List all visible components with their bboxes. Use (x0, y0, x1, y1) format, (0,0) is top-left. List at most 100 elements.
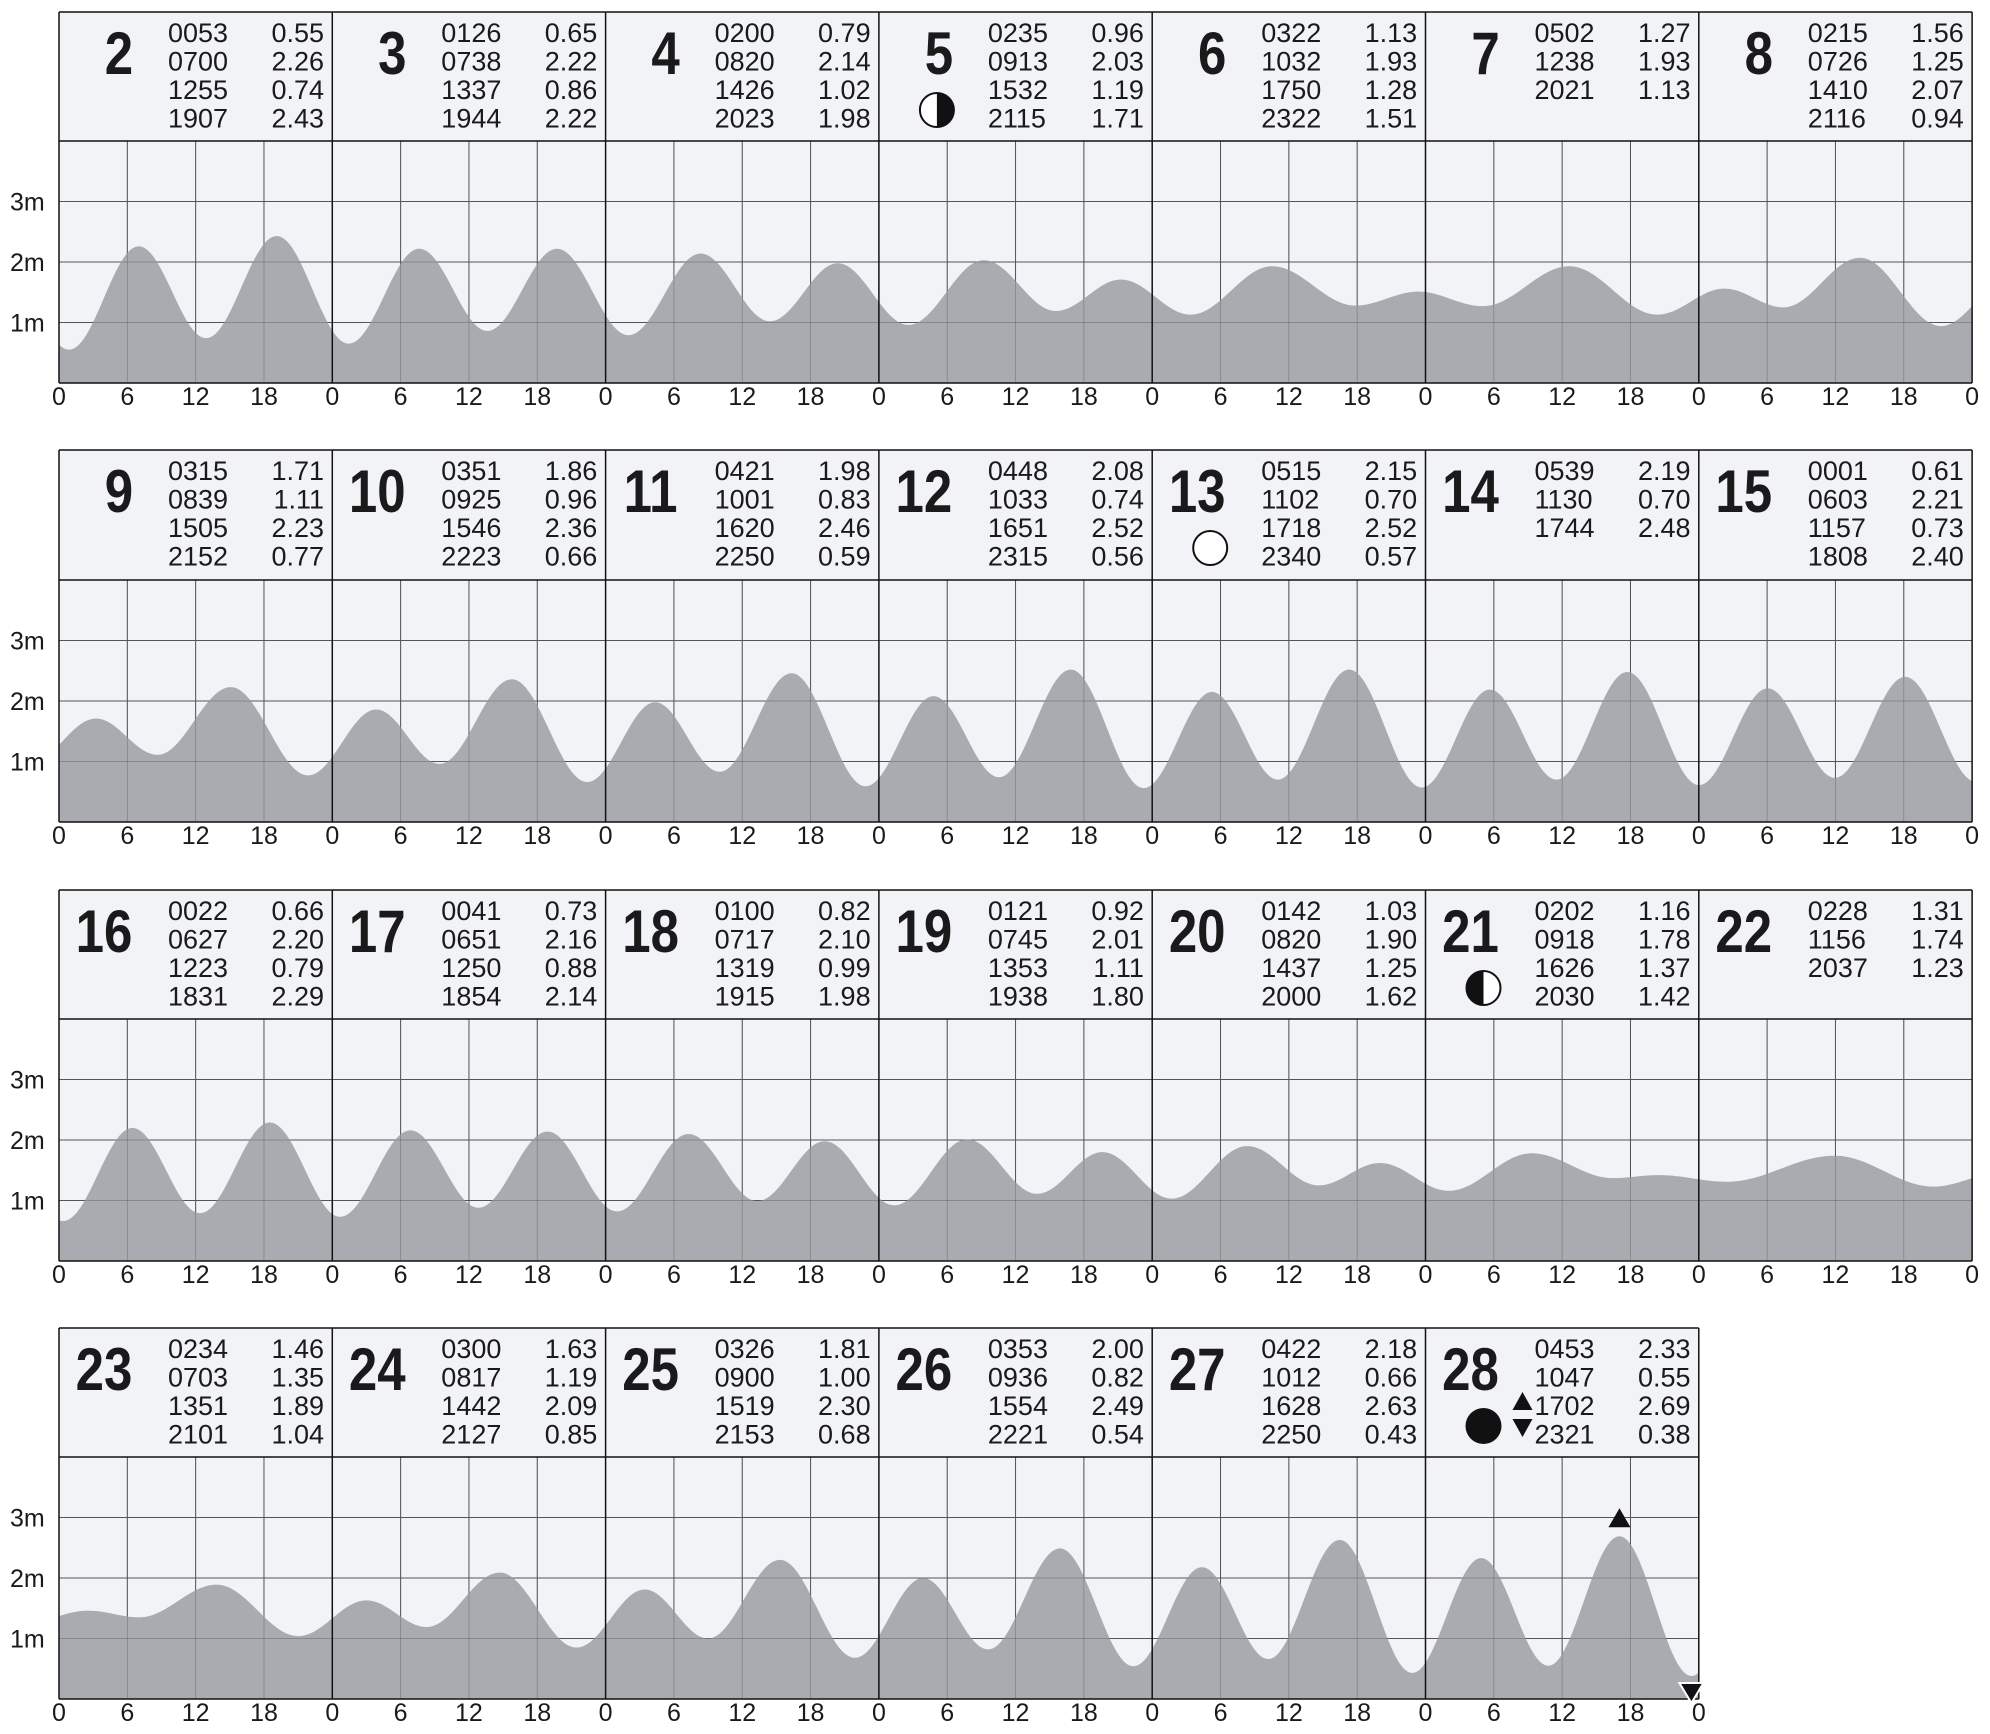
day-number: 14 (1442, 458, 1499, 525)
tide-time: 1651 (988, 513, 1048, 543)
tide-height: 1.71 (1091, 104, 1144, 134)
x-tick-label: 12 (1275, 1261, 1303, 1289)
tide-height: 2.49 (1091, 1391, 1144, 1421)
tide-height: 1.98 (818, 456, 871, 486)
tide-time: 1157 (1808, 513, 1866, 543)
tide-height: 1.56 (1911, 18, 1964, 48)
tide-time: 0200 (715, 18, 775, 48)
tide-time: 1255 (168, 75, 228, 105)
day-panel-25: 25 0326 1.81 0900 1.00 1519 2.30 2153 0.68 (622, 1334, 870, 1450)
day-panel-9: 9 0315 1.71 0839 1.11 1505 2.23 2152 0.77 (105, 456, 324, 572)
tide-height: 2.09 (545, 1391, 598, 1421)
day-number: 15 (1715, 458, 1772, 525)
tide-height: 2.26 (271, 47, 324, 77)
day-panel-2: 2 0053 0.55 0700 2.26 1255 0.74 1907 2.43 (105, 18, 324, 134)
day-panel-3: 3 0126 0.65 0738 2.22 1337 0.86 1944 2.22 (378, 18, 597, 134)
x-tick-label: 18 (1890, 822, 1918, 850)
x-tick-label: 18 (797, 1261, 825, 1289)
x-tick-label: 0 (1419, 383, 1433, 411)
tide-height: 2.30 (818, 1391, 871, 1421)
x-tick-label: 18 (1070, 383, 1098, 411)
x-tick-label: 0 (1419, 1261, 1433, 1289)
day-number: 25 (622, 1336, 679, 1403)
tide-time: 0215 (1808, 18, 1868, 48)
x-tick-label: 0 (1145, 1261, 1159, 1289)
tide-height: 0.66 (545, 542, 598, 572)
tide-time: 2322 (1261, 104, 1321, 134)
lowest-tide-icon (1512, 1419, 1533, 1437)
tide-height: 1.51 (1365, 104, 1418, 134)
x-tick-label: 12 (455, 1699, 483, 1727)
tide-time: 2037 (1808, 953, 1868, 983)
x-tick-label: 0 (52, 1261, 66, 1289)
x-tick-label: 6 (940, 822, 954, 850)
tide-height: 0.55 (271, 18, 324, 48)
x-tick-label: 18 (1890, 1261, 1918, 1289)
day-panel-18: 18 0100 0.82 0717 2.10 1319 0.99 1915 1.98 (622, 896, 870, 1012)
day-panel-16: 16 0022 0.66 0627 2.20 1223 0.79 1831 2.29 (76, 896, 324, 1012)
tide-height: 2.21 (1911, 485, 1964, 515)
tide-height: 2.29 (271, 982, 324, 1012)
tide-time: 2315 (988, 542, 1048, 572)
tide-curve-area (59, 236, 1973, 383)
tide-curve-area (59, 1122, 1973, 1261)
tide-height: 1.25 (1365, 953, 1418, 983)
tide-height: 1.25 (1911, 47, 1964, 77)
tide-height: 1.02 (818, 75, 871, 105)
day-number: 28 (1442, 1336, 1499, 1403)
tide-time: 2127 (441, 1420, 501, 1450)
tide-height: 2.19 (1638, 456, 1691, 486)
tide-time: 0627 (168, 925, 228, 955)
x-tick-label: 18 (1343, 1261, 1371, 1289)
tide-height: 2.40 (1911, 542, 1964, 572)
y-axis-label: 1m (10, 749, 45, 777)
day-number: 6 (1198, 20, 1226, 87)
tide-time: 1505 (168, 513, 228, 543)
day-number: 24 (349, 1336, 406, 1403)
tide-time: 0448 (988, 456, 1048, 486)
x-tick-label: 12 (728, 822, 756, 850)
y-axis-label: 3m (10, 628, 45, 656)
x-tick-label: 0 (1419, 1699, 1433, 1727)
tide-height: 1.27 (1638, 18, 1691, 48)
x-tick-label: 6 (1487, 1699, 1501, 1727)
x-tick-label: 12 (1822, 822, 1850, 850)
tide-height: 1.13 (1365, 18, 1418, 48)
day-panel-22: 22 0228 1.31 1156 1.74 2037 1.23 (1715, 896, 1963, 983)
first-quarter-moon-icon (1465, 970, 1502, 1006)
x-tick-label: 0 (1419, 822, 1433, 850)
tide-time: 1620 (715, 513, 775, 543)
tide-time: 1907 (168, 104, 228, 134)
x-tick-label: 6 (394, 383, 408, 411)
tide-time: 1626 (1535, 953, 1595, 983)
x-tick-label: 6 (120, 822, 134, 850)
tide-height: 1.78 (1638, 925, 1691, 955)
tide-height: 1.93 (1638, 47, 1691, 77)
x-tick-label: 12 (182, 1261, 210, 1289)
x-tick-label: 0 (325, 1261, 339, 1289)
y-axis-label: 3m (10, 1505, 45, 1533)
full-moon-icon (1192, 530, 1229, 566)
tide-time: 1915 (715, 982, 775, 1012)
tide-height: 0.56 (1091, 542, 1144, 572)
y-axis-label: 3m (10, 1067, 45, 1095)
x-tick-label: 0 (52, 383, 66, 411)
tide-time: 1337 (441, 75, 501, 105)
day-panel-12: 12 0448 2.08 1033 0.74 1651 2.52 2315 0.56 (896, 456, 1144, 572)
day-panel-17: 17 0041 0.73 0651 2.16 1250 0.88 1854 2.14 (349, 896, 597, 1012)
x-tick-label: 18 (1617, 1261, 1645, 1289)
tide-time: 1702 (1535, 1391, 1595, 1421)
tide-height: 1.19 (545, 1363, 598, 1393)
last-quarter-moon-icon (918, 92, 955, 128)
tide-height: 1.37 (1638, 953, 1691, 983)
y-axis-label: 2m (10, 249, 45, 277)
x-tick-label: 18 (1343, 1699, 1371, 1727)
tide-time: 0913 (988, 47, 1048, 77)
tide-height: 0.61 (1911, 456, 1964, 486)
tide-time: 2152 (168, 542, 228, 572)
tide-time: 0322 (1261, 18, 1321, 48)
tide-time: 2340 (1261, 542, 1321, 572)
x-tick-label: 12 (182, 383, 210, 411)
tide-height: 2.63 (1365, 1391, 1418, 1421)
